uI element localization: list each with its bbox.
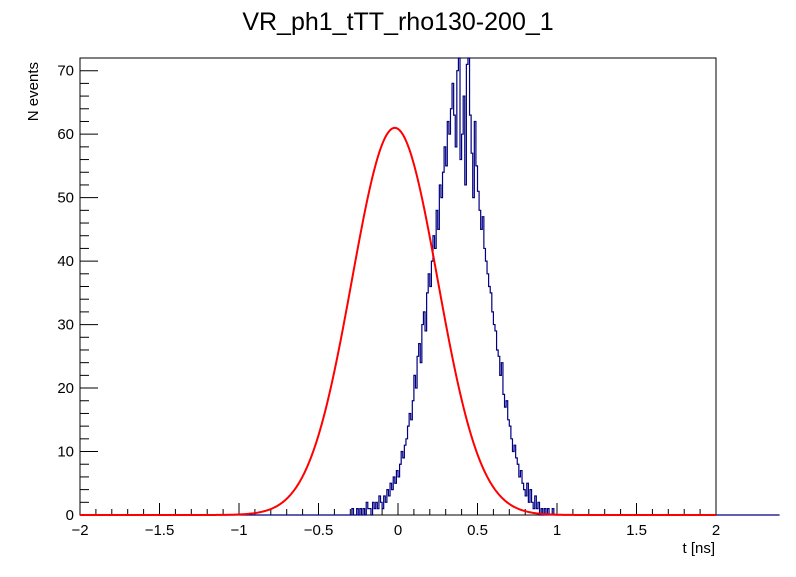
chart-title: VR_ph1_tTT_rho130-200_1	[242, 8, 553, 36]
tick-marks	[79, 57, 717, 516]
x-tick-label: −1.5	[145, 522, 175, 539]
y-tick-label: 10	[57, 444, 74, 461]
gaussian-fit-line	[80, 126, 716, 516]
y-tick-label: 60	[57, 126, 74, 143]
x-axis-label: t [ns]	[682, 540, 715, 557]
x-tick-label: 0	[394, 522, 402, 539]
x-tick-label: 0.5	[467, 522, 488, 539]
histogram-series	[80, 57, 780, 516]
y-tick-label: 0	[66, 507, 74, 524]
y-tick-label: 70	[57, 63, 74, 80]
y-tick-label: 20	[57, 380, 74, 397]
axes	[79, 57, 717, 516]
x-tick-label: −1	[230, 522, 247, 539]
x-tick-label: 2	[712, 522, 720, 539]
y-tick-label: 40	[57, 253, 74, 270]
plot-frame	[79, 57, 717, 516]
histogram-outline	[80, 57, 780, 516]
x-tick-label: 1.5	[626, 522, 647, 539]
x-tick-label: −0.5	[304, 522, 334, 539]
y-tick-label: 30	[57, 317, 74, 334]
y-axis-label: N events	[25, 62, 42, 121]
x-tick-label: −2	[71, 522, 88, 539]
y-tick-label: 50	[57, 190, 74, 207]
fit-series	[80, 126, 716, 516]
x-tick-label: 1	[553, 522, 561, 539]
